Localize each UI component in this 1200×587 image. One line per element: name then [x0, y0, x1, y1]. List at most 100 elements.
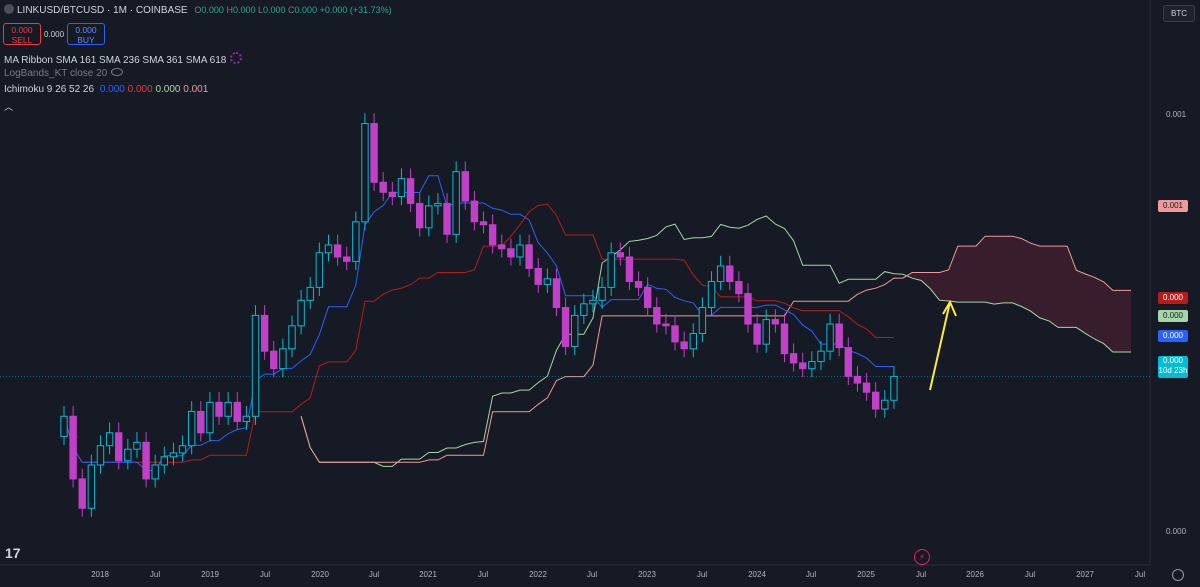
candle-body [206, 401, 214, 434]
candle-body [616, 252, 625, 258]
ichimoku-lead-span-a [300, 215, 1131, 467]
ma-ribbon-label: MA Ribbon SMA 161 SMA 236 SMA 361 SMA 61… [4, 55, 227, 66]
time-axis-label: Jul [1024, 570, 1036, 579]
tradingview-logo-icon[interactable]: 17 [5, 545, 21, 561]
candle-body [862, 382, 871, 393]
candle-body [853, 375, 862, 384]
candle-body [324, 244, 333, 254]
symbol-title: LINKUSD/BTCUSD · 1M · COINBASE [17, 5, 188, 16]
projection-arrow [929, 299, 957, 391]
sell-price: 0.000 [11, 25, 33, 35]
candle-body [96, 445, 105, 466]
candle-body [160, 456, 169, 466]
time-axis-label: Jul [915, 570, 927, 579]
hidden-eye-icon[interactable] [111, 68, 124, 76]
last-price-badge: 0.000 10d 23h [1158, 356, 1188, 378]
conversion-line-badge: 0.000 [1158, 330, 1188, 342]
candle-body [215, 401, 223, 417]
candle-body [561, 307, 570, 347]
candle-body [488, 224, 497, 246]
candle-body [315, 252, 324, 288]
candle-body [707, 281, 716, 309]
ichimoku-base-value: 0.000 [127, 84, 153, 95]
candle-body [625, 256, 634, 283]
time-axis-label: 2022 [529, 570, 547, 579]
last-price-value: 0.000 [1162, 356, 1184, 365]
time-axis-label: Jul [1134, 570, 1146, 579]
candle-body [461, 171, 469, 202]
candle-body [115, 432, 123, 462]
candle-body [871, 391, 880, 410]
time-axis-label: 2020 [311, 570, 329, 579]
candle-body [598, 286, 606, 301]
candle-body [178, 445, 187, 454]
time-axis-label: Jul [586, 570, 598, 579]
candle-body [397, 178, 406, 198]
ichimoku-label: Ichimoku 9 26 52 26 [4, 84, 95, 95]
candle-body [689, 333, 697, 350]
ichimoku-conversion-value: 0.000 [99, 84, 125, 95]
buy-label: BUY [77, 35, 95, 45]
candle-body [297, 299, 305, 327]
indicator-ichimoku[interactable]: Ichimoku 9 26 52 26 0.000 0.000 0.000 0.… [4, 84, 208, 95]
candle-body [571, 314, 579, 347]
currency-selector[interactable]: BTC [1163, 5, 1195, 22]
candle-body [224, 401, 232, 417]
candle-body [698, 307, 707, 335]
candle-body [589, 299, 597, 305]
candle-body [434, 202, 442, 207]
candle-body [552, 278, 561, 309]
candle-body [762, 319, 770, 345]
link-logo-icon [4, 4, 14, 14]
ichimoku-base-line [63, 203, 894, 463]
time-axis-label: 2023 [638, 570, 656, 579]
lightning-icon[interactable]: ⚡ [914, 549, 930, 565]
candle-body [780, 323, 789, 355]
candle-body [662, 323, 670, 327]
candle-body [507, 248, 515, 258]
candle-body [388, 191, 397, 198]
candle-body [379, 181, 387, 193]
candle-body [370, 123, 378, 183]
candle-body [343, 256, 351, 262]
candle-body [142, 441, 150, 480]
candle-body [716, 265, 725, 283]
time-axis-label: Jul [805, 570, 817, 579]
collapse-legend-button[interactable]: ︿ [4, 102, 14, 112]
candle-body [735, 281, 743, 295]
candle-body [607, 252, 615, 288]
candle-body [726, 265, 734, 283]
candle-body [808, 361, 816, 370]
candle-body [406, 178, 415, 204]
settings-gear-icon[interactable] [1172, 569, 1184, 581]
indicator-logbands[interactable]: LogBands_KT close 20 [4, 68, 124, 79]
candle-body [817, 350, 825, 363]
candle-body [124, 448, 132, 462]
candle-body [671, 325, 679, 343]
candle-body [415, 202, 424, 229]
spread-value: 0.000 [44, 30, 65, 39]
time-axis-label: 2026 [966, 570, 984, 579]
time-axis-label: 2019 [201, 570, 219, 579]
ichimoku-cloud [903, 236, 1131, 352]
candle-body [87, 464, 96, 509]
buy-button[interactable]: 0.000 BUY [67, 23, 105, 45]
time-axis-label: 2024 [748, 570, 766, 579]
sell-button[interactable]: 0.000 SELL [3, 23, 41, 45]
indicator-ma-ribbon[interactable]: MA Ribbon SMA 161 SMA 236 SMA 361 SMA 61… [4, 52, 243, 66]
candle-body [352, 221, 360, 262]
candle-body [306, 286, 314, 301]
symbol-row[interactable]: LINKUSD/BTCUSD · 1M · COINBASE O0.000 H0… [4, 4, 392, 16]
ichimoku-conversion-line [63, 175, 894, 471]
logbands-label: LogBands_KT close 20 [4, 68, 108, 79]
candle-body [260, 314, 269, 352]
candle-body [242, 415, 251, 422]
candle-body [653, 307, 661, 325]
candle-body [443, 202, 451, 235]
candle-body [279, 348, 287, 370]
candle-body [799, 362, 807, 370]
candle-body [470, 200, 479, 223]
candle-body [580, 303, 588, 316]
candle-body [826, 323, 834, 352]
